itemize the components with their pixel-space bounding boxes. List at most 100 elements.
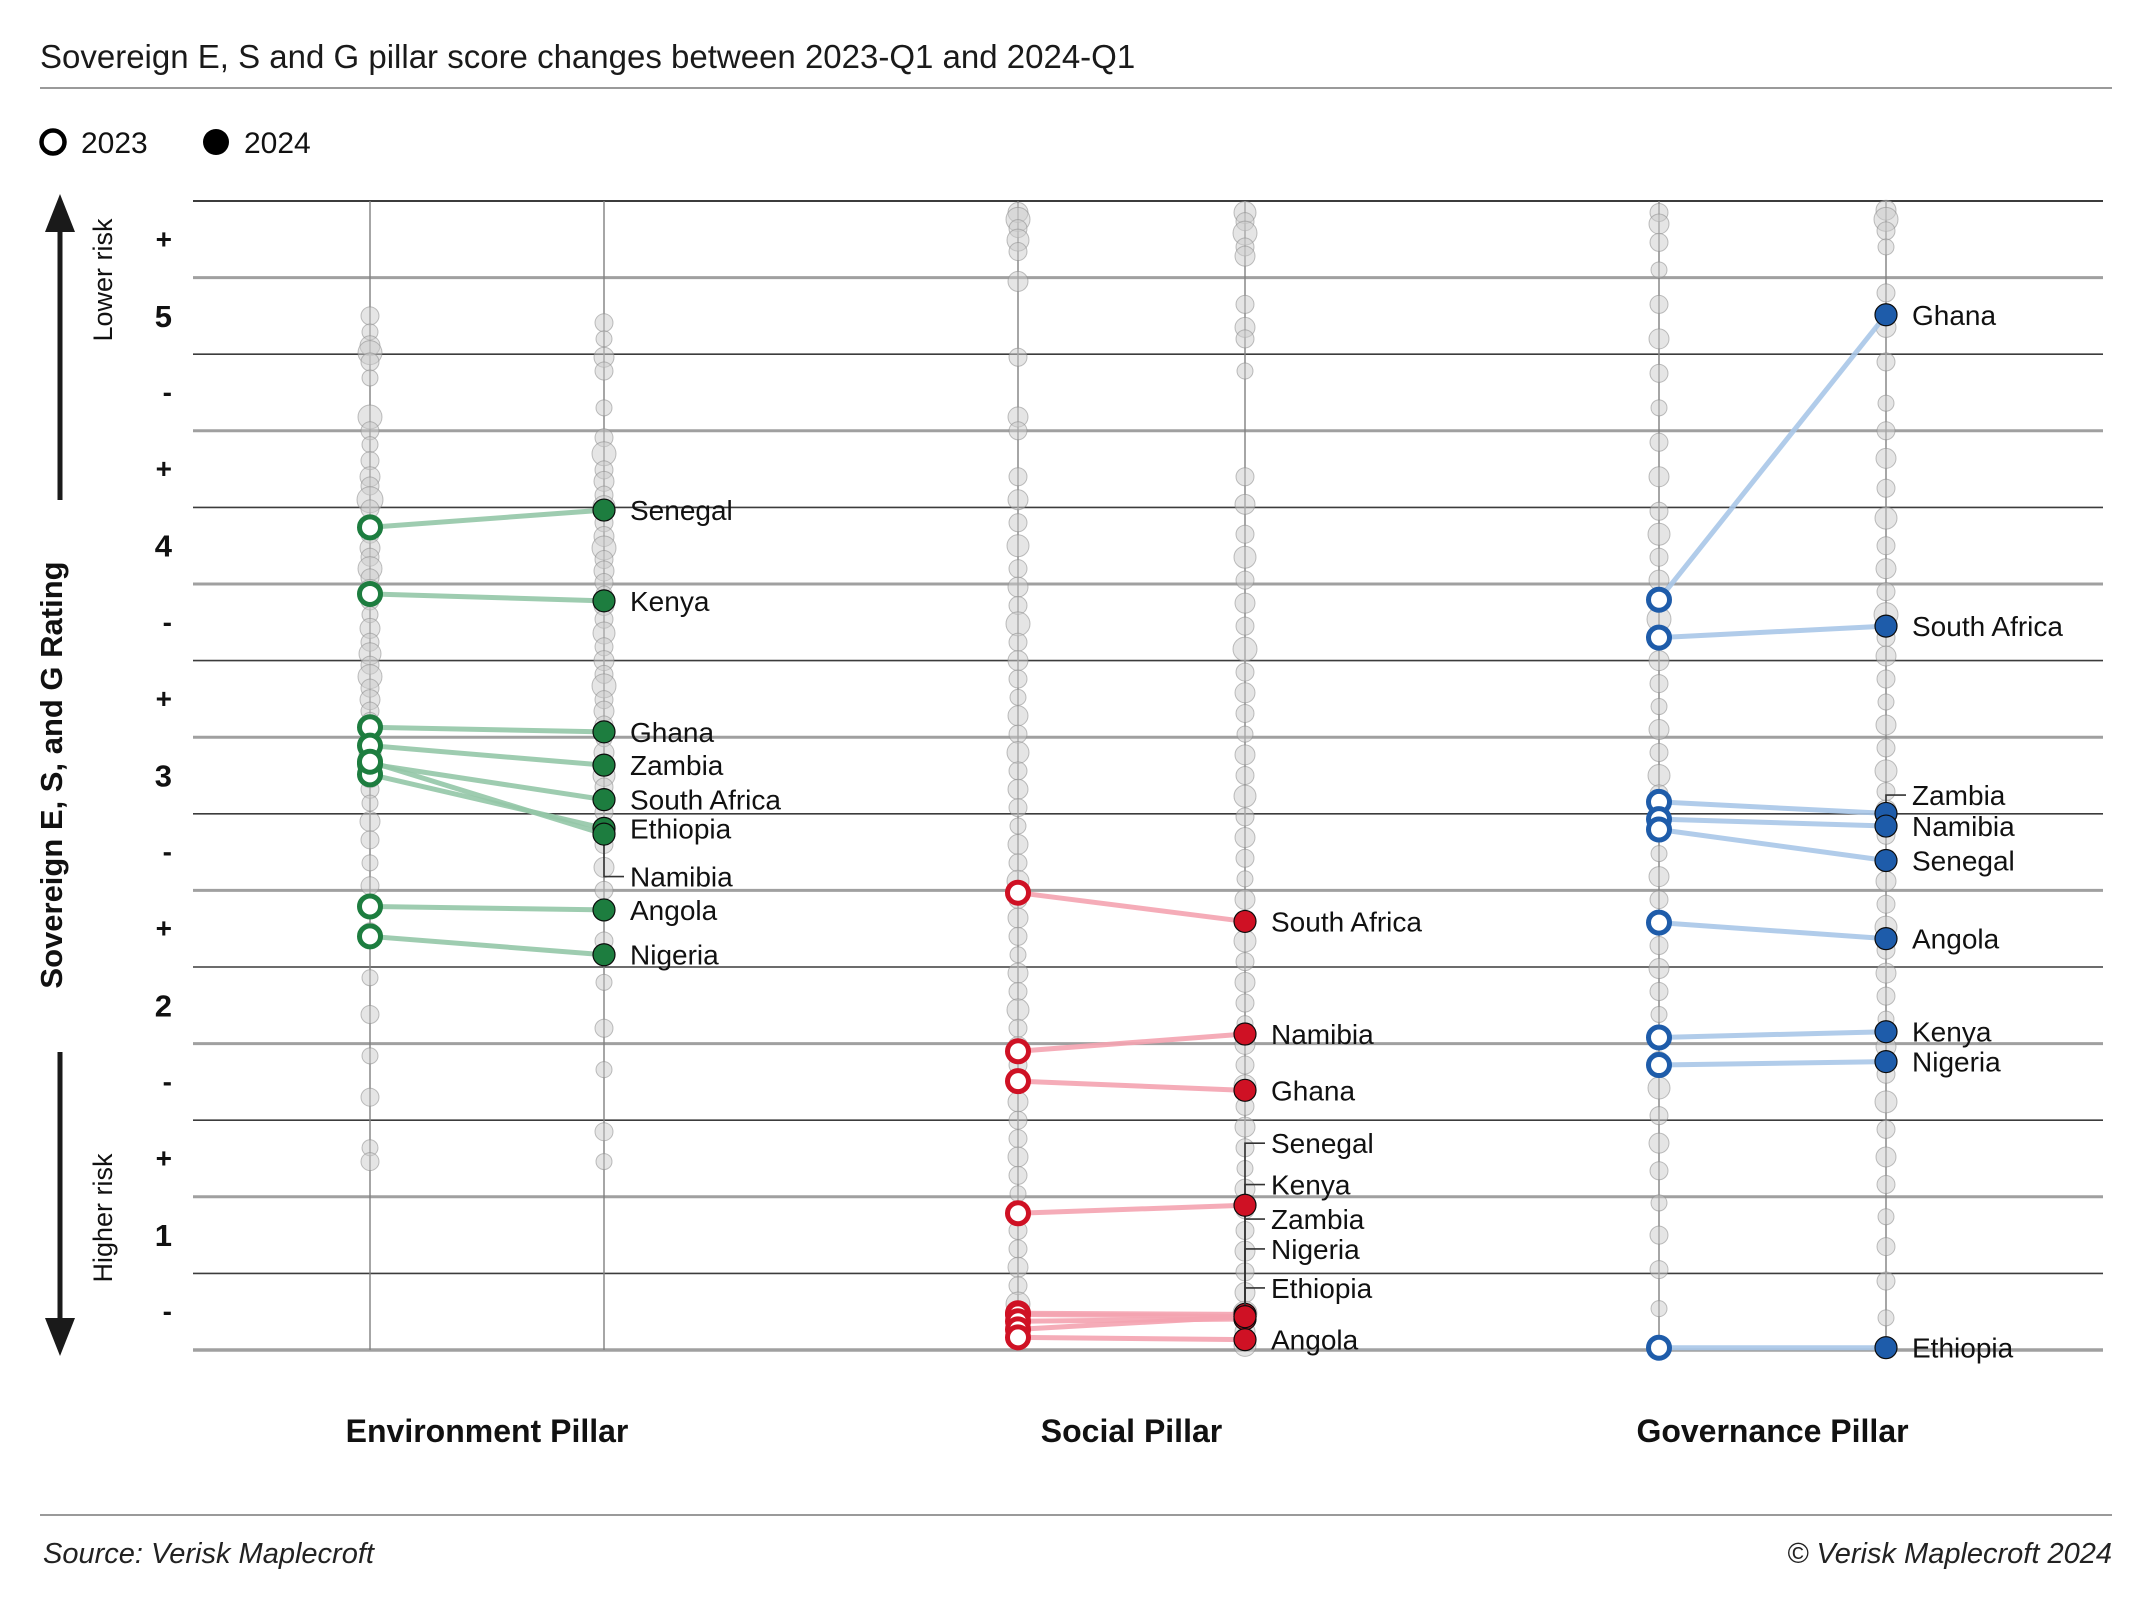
background-dot bbox=[595, 1061, 613, 1079]
background-dot bbox=[1649, 1106, 1669, 1126]
change-line-ghana bbox=[1017, 1078, 1246, 1093]
background-dot bbox=[1232, 636, 1258, 662]
dot-2023-senegal bbox=[357, 514, 383, 541]
up-arrow-head-icon bbox=[45, 194, 75, 232]
background-dot bbox=[1007, 833, 1029, 855]
background-dot bbox=[1650, 1300, 1668, 1318]
background-dot bbox=[1009, 1185, 1027, 1203]
country-label-kenya: Kenya bbox=[630, 586, 710, 617]
change-line-namibia bbox=[1658, 816, 1887, 829]
background-dot bbox=[360, 1152, 380, 1172]
country-label-ethiopia: Ethiopia bbox=[630, 813, 732, 844]
dot-2023-namibia bbox=[357, 748, 383, 775]
dot-2024-senegal bbox=[1874, 848, 1898, 873]
axis-tick-label: 2 bbox=[155, 988, 172, 1023]
background-dot bbox=[1007, 650, 1029, 672]
background-dot bbox=[1233, 929, 1257, 953]
background-dot bbox=[1235, 329, 1255, 349]
dot-2023-nigeria bbox=[1646, 1052, 1672, 1079]
background-dot bbox=[1876, 478, 1896, 498]
background-dot bbox=[1650, 399, 1668, 417]
background-dot bbox=[1009, 817, 1027, 835]
background-dot bbox=[1235, 848, 1255, 868]
background-dot bbox=[1233, 784, 1257, 808]
background-dot bbox=[1008, 853, 1028, 873]
background-dot bbox=[1877, 394, 1895, 412]
background-dot bbox=[1008, 347, 1028, 367]
dot-2023-ghana bbox=[1646, 586, 1672, 613]
background-dot bbox=[359, 810, 381, 832]
background-dot bbox=[361, 854, 379, 872]
background-dot bbox=[1876, 421, 1896, 441]
background-dot bbox=[1647, 1076, 1671, 1100]
background-dot bbox=[1649, 363, 1669, 383]
background-dot bbox=[1235, 807, 1255, 827]
background-dot bbox=[1234, 245, 1256, 267]
background-dot bbox=[1007, 576, 1029, 598]
background-dot bbox=[1234, 971, 1256, 993]
change-line-senegal bbox=[369, 507, 605, 530]
background-dot bbox=[1649, 936, 1669, 956]
change-line-south-africa bbox=[1017, 890, 1246, 924]
background-dot bbox=[594, 313, 614, 333]
background-dot bbox=[1877, 1309, 1895, 1327]
axis-tick-label: - bbox=[163, 1296, 172, 1327]
background-dot bbox=[361, 794, 379, 812]
dot-2024-south-africa bbox=[592, 788, 616, 812]
footer-copyright: © Verisk Maplecroft 2024 bbox=[1787, 1538, 2112, 1570]
change-line-angola bbox=[1658, 920, 1887, 942]
background-dot bbox=[1235, 1055, 1255, 1075]
background-dot bbox=[595, 330, 613, 348]
dot-2023-kenya bbox=[357, 580, 383, 607]
country-label-zambia: Zambia bbox=[1912, 780, 2006, 811]
background-dot bbox=[1008, 798, 1028, 818]
background-dot bbox=[594, 1018, 614, 1038]
background-dot bbox=[361, 436, 379, 454]
background-dot bbox=[1877, 238, 1895, 256]
background-dot bbox=[1009, 946, 1027, 964]
background-dot bbox=[1235, 467, 1255, 487]
country-label-ghana: Ghana bbox=[1271, 1075, 1355, 1106]
dot-2024-namibia bbox=[1874, 814, 1898, 838]
background-dot bbox=[594, 1122, 614, 1142]
axis-tick-label: + bbox=[156, 683, 172, 714]
change-line-zambia bbox=[369, 743, 605, 768]
axis-tick-label: + bbox=[156, 453, 172, 484]
background-dot bbox=[1650, 1194, 1668, 1212]
dot-2024-kenya bbox=[592, 589, 616, 613]
axis-tick-label: 3 bbox=[155, 759, 172, 794]
y-axis-decoration: Lower risk Higher risk Sovereign E, S, a… bbox=[34, 194, 118, 1356]
axis-tick-label: - bbox=[163, 836, 172, 867]
axis-tick-label: - bbox=[163, 377, 172, 408]
y-axis-title: Sovereign E, S, and G Rating bbox=[34, 561, 69, 988]
background-dot bbox=[1007, 778, 1029, 800]
background-dot bbox=[1007, 705, 1029, 727]
background-dot bbox=[1008, 242, 1028, 262]
background-dot bbox=[1648, 466, 1670, 488]
plot-area: +5-+4-+3-+2-+1-SenegalKenyaGhanaZambiaSo… bbox=[155, 199, 2103, 1449]
country-label-kenya: Kenya bbox=[1912, 1017, 1992, 1048]
background-dot bbox=[1649, 1161, 1669, 1181]
background-dot bbox=[1649, 674, 1669, 694]
background-dot bbox=[1647, 522, 1671, 546]
background-dot bbox=[1875, 962, 1897, 984]
dot-2024-angola bbox=[592, 898, 616, 922]
pillar-title-environment-pillar: Environment Pillar bbox=[346, 1413, 629, 1449]
background-dot bbox=[1234, 1116, 1256, 1138]
background-dot bbox=[1649, 1225, 1669, 1245]
background-dot bbox=[1877, 1208, 1895, 1226]
country-label-zambia: Zambia bbox=[630, 750, 724, 781]
legend-label-2023: 2023 bbox=[81, 127, 148, 160]
change-line-nigeria bbox=[369, 933, 605, 958]
change-line-zambia bbox=[1658, 799, 1887, 816]
dot-2023-angola bbox=[1646, 909, 1672, 936]
country-label-zambia: Zambia bbox=[1271, 1204, 1365, 1235]
background-dot bbox=[1235, 766, 1255, 785]
background-dot bbox=[594, 880, 614, 900]
background-dot bbox=[1876, 283, 1896, 303]
higher-risk-label: Higher risk bbox=[88, 1153, 118, 1283]
axis-tick-label: 5 bbox=[155, 299, 172, 334]
background-dot bbox=[361, 369, 379, 387]
change-line-kenya bbox=[1658, 1029, 1887, 1040]
